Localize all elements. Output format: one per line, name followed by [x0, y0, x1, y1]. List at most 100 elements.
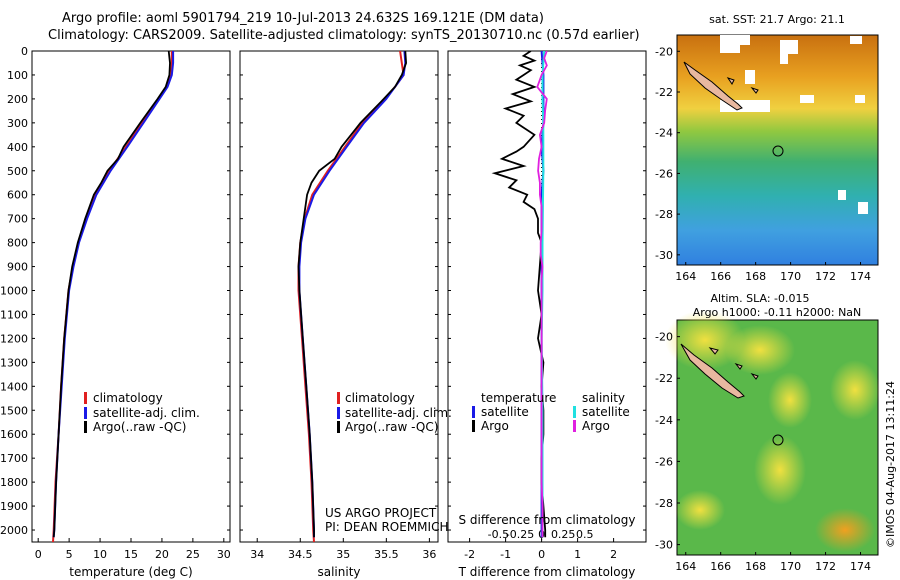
- x-tick-label: 34.5: [288, 548, 313, 561]
- x-tick-label: -1: [500, 548, 511, 561]
- legend-swatch-s-satellite: [573, 406, 576, 418]
- map-lon-label: 168: [745, 270, 766, 283]
- series-s-argo: [536, 51, 548, 538]
- map-lat-label: -24: [655, 127, 673, 140]
- map-lat-label: -20: [655, 45, 673, 58]
- map-lat-label: -28: [655, 497, 673, 510]
- x-tick-label: 5: [66, 548, 73, 561]
- x-tick-label: 15: [124, 548, 138, 561]
- depth-tick-label: 300: [7, 117, 28, 130]
- t-diff-xlabel: T difference from climatology: [458, 565, 636, 579]
- legend-swatch-s-argo: [573, 420, 576, 432]
- map-lat-label: -22: [655, 372, 673, 385]
- depth-tick-label: 700: [7, 213, 28, 226]
- depth-tick-label: 100: [7, 69, 28, 82]
- depth-tick-label: 1300: [0, 356, 28, 369]
- depth-tick-label: 800: [7, 237, 28, 250]
- pi-annotation: PI: DEAN ROEMMICH: [325, 520, 448, 534]
- legend-t-argo: Argo: [481, 419, 509, 433]
- sst-field: [676, 34, 879, 266]
- ticks-layer: 0100200300400500600700800900100011001200…: [0, 45, 646, 561]
- map-lon-label: 164: [675, 560, 696, 573]
- map-lon-label: 166: [710, 270, 731, 283]
- title-line-2: Climatology: CARS2009. Satellite-adjuste…: [48, 28, 640, 43]
- depth-tick-label: 1800: [0, 476, 28, 489]
- depth-tick-label: 1500: [0, 404, 28, 417]
- sst-map: [676, 34, 879, 266]
- new-caledonia-land: [680, 343, 745, 399]
- depth-tick-label: 1700: [0, 452, 28, 465]
- map-lon-label: 168: [745, 560, 766, 573]
- x-tick-label: 10: [93, 548, 107, 561]
- x-tick-label: 20: [155, 548, 169, 561]
- series-layer: [52, 51, 548, 542]
- sla-map: [665, 310, 880, 556]
- depth-tick-label: 400: [7, 141, 28, 154]
- sla-high-blob: [754, 435, 806, 505]
- legend-swatch-satellite: [337, 407, 340, 419]
- x-tick-label: 25: [186, 548, 200, 561]
- legend-argo: Argo(..raw -QC): [345, 420, 438, 434]
- x-tick-label: 0: [35, 548, 42, 561]
- project-annotation: US ARGO PROJECT: [325, 506, 437, 520]
- legend-header-salinity: salinity: [582, 391, 625, 405]
- map-lat-label: -30: [655, 249, 673, 262]
- s-tick-label: -0.5: [488, 528, 509, 541]
- legend-swatch-climatology: [84, 392, 87, 404]
- legend-swatch-t-satellite: [472, 406, 475, 418]
- legend-satellite: satellite-adj. clim.: [93, 406, 200, 420]
- map-lon-label: 172: [815, 270, 836, 283]
- map-lat-label: -26: [655, 167, 673, 180]
- map-lat-label: -24: [655, 414, 673, 427]
- sla-map-title-1: Altim. SLA: -0.015: [710, 292, 809, 305]
- x-tick-label: 30: [217, 548, 231, 561]
- series-satellite: [52, 51, 175, 538]
- legend-swatch-satellite: [84, 407, 87, 419]
- sla-map-title-2: Argo h1000: -0.11 h2000: NaN: [693, 306, 862, 319]
- x-tick-label: -2: [464, 548, 475, 561]
- series-climatology: [297, 51, 405, 542]
- sla-high-blob: [725, 325, 795, 375]
- legend-argo: Argo(..raw -QC): [93, 420, 186, 434]
- temperature-legend: climatology satellite-adj. clim. Argo(..…: [84, 391, 200, 434]
- sla-high-blob: [815, 508, 875, 552]
- difference-legend: temperature salinity satellite Argo sate…: [472, 391, 630, 433]
- salinity-xlabel: salinity: [317, 565, 360, 579]
- depth-tick-label: 1000: [0, 285, 28, 298]
- depth-tick-label: 1100: [0, 308, 28, 321]
- depth-tick-label: 0: [21, 45, 28, 58]
- temperature-panel: [31, 50, 231, 543]
- imos-timestamp: ©IMOS 04-Aug-2017 13:11:24: [884, 381, 897, 548]
- s-tick-label: 0.25: [551, 528, 576, 541]
- map-lon-label: 170: [780, 270, 801, 283]
- series-argo: [52, 51, 171, 538]
- x-tick-label: 35.5: [374, 548, 399, 561]
- float-position-marker: [772, 145, 784, 157]
- sla-high-blob: [830, 360, 880, 420]
- legend-climatology: climatology: [345, 391, 415, 405]
- depth-tick-label: 600: [7, 189, 28, 202]
- difference-panel: [447, 50, 647, 543]
- map-lat-label: -26: [655, 455, 673, 468]
- legend-swatch-t-argo: [472, 420, 475, 432]
- salinity-legend: climatology satellite-adj. clim. Argo(..…: [337, 391, 452, 434]
- series-argo: [297, 51, 408, 538]
- depth-tick-label: 500: [7, 165, 28, 178]
- x-tick-label: 1: [574, 548, 581, 561]
- s-tick-label: 0.5: [576, 528, 594, 541]
- x-tick-label: 2: [610, 548, 617, 561]
- depth-tick-label: 1400: [0, 380, 28, 393]
- float-position-marker: [772, 434, 784, 446]
- map-lon-label: 172: [815, 560, 836, 573]
- depth-tick-label: 200: [7, 93, 28, 106]
- depth-tick-label: 2000: [0, 524, 28, 537]
- x-tick-label: 0: [538, 548, 545, 561]
- title-line-1: Argo profile: aoml 5901794_219 10-Jul-20…: [62, 11, 544, 26]
- depth-tick-label: 1600: [0, 428, 28, 441]
- legend-s-argo: Argo: [582, 419, 610, 433]
- sla-high-blob: [665, 310, 745, 370]
- s-diff-label: S difference from climatology: [459, 513, 636, 527]
- new-caledonia-land: [683, 61, 743, 111]
- s-tick-label: -0.25: [506, 528, 534, 541]
